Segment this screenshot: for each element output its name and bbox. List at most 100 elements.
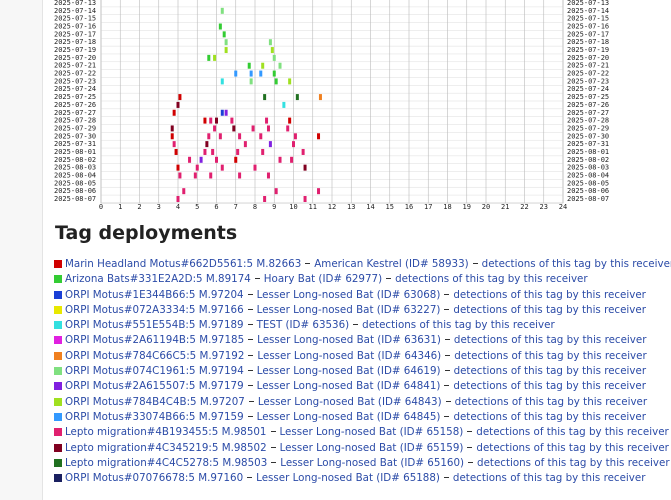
- receiver-link[interactable]: Lesser Long-nosed Bat (ID# 63068): [256, 288, 441, 301]
- tag-link[interactable]: Marin Headland Motus#662D5561:5 M.82663: [65, 258, 302, 270]
- tag-link[interactable]: Lepto migration#4B193455:5 M.98501: [65, 426, 267, 439]
- detection: [224, 109, 228, 116]
- date-label: 2025-07-16: [567, 23, 609, 31]
- detection: [317, 133, 321, 140]
- receiver-link[interactable]: Lesser Long-nosed Bat (ID# 63227): [256, 303, 441, 316]
- tag-link[interactable]: ORPI Motus#07076678:5 M.97160: [65, 472, 244, 485]
- x-tick-label: 14: [366, 203, 374, 211]
- tag-link[interactable]: ORPI Motus#072A3334:5 M.97166: [65, 303, 244, 316]
- detection: [238, 133, 242, 140]
- separator: [467, 446, 473, 448]
- tag-link[interactable]: Arizona Bats#331E2A2D:5 M.89174: [65, 273, 251, 286]
- tag-link[interactable]: ORPI Motus#2A615507:5 M.97179: [65, 380, 244, 393]
- detection: [249, 70, 253, 77]
- detections-link[interactable]: detections of this tag by this receiver: [477, 456, 670, 469]
- receiver-link[interactable]: Hoary Bat (ID# 62977): [263, 273, 383, 286]
- tag-link[interactable]: ORPI Motus#551E554B:5 M.97189: [65, 319, 244, 332]
- detections-link[interactable]: detections of this tag by this receiver: [476, 441, 669, 454]
- tag-link[interactable]: Lepto migration#4C345219:5 M.98502: [65, 441, 267, 454]
- date-label: 2025-07-28: [567, 117, 609, 125]
- separator: [444, 339, 450, 341]
- detections-link[interactable]: detections of this tag by this receiver: [476, 426, 669, 439]
- date-label: 2025-07-15: [567, 15, 609, 23]
- separator: [443, 477, 449, 479]
- receiver-link[interactable]: Lesser Long-nosed Bat (ID# 64841): [256, 380, 441, 393]
- x-tick-label: 12: [328, 203, 336, 211]
- detections-link[interactable]: detections of this tag by this receiver: [453, 365, 647, 378]
- tag-link[interactable]: ORPI Motus#33074B66:5 M.97159: [65, 410, 244, 423]
- receiver-link[interactable]: Lesser Long-nosed Bat (ID# 64346): [257, 349, 442, 362]
- detection: [218, 133, 222, 140]
- detection: [213, 54, 217, 61]
- detection: [261, 148, 265, 155]
- receiver-link[interactable]: Lesser Long-nosed Bat (ID# 65159): [279, 441, 464, 454]
- date-label: 2025-07-20: [567, 54, 609, 62]
- separator: [271, 461, 277, 463]
- receiver-link[interactable]: Lesser Long-nosed Bat (ID# 63631): [257, 334, 441, 347]
- x-tick-label: 17: [424, 203, 432, 211]
- detections-link[interactable]: detections of this tag by this receiver: [454, 395, 648, 408]
- detection: [178, 94, 182, 101]
- date-label: 2025-07-27: [567, 109, 609, 117]
- date-label: 2025-07-28: [54, 117, 96, 125]
- detections-link[interactable]: detections of this tag by this receiver: [452, 472, 646, 485]
- detection: [236, 148, 240, 155]
- detections-link[interactable]: detections of this tag by this receiver: [453, 334, 647, 347]
- detections-link[interactable]: detections of this tag by this receiver: [453, 303, 646, 316]
- date-label: 2025-07-21: [54, 62, 96, 70]
- date-label: 2025-07-13: [567, 0, 609, 7]
- tag-link[interactable]: ORPI Motus#784C66C5:5 M.97192: [65, 349, 245, 362]
- receiver-link[interactable]: Lesser Long-nosed Bat (ID# 64845): [256, 410, 441, 423]
- detections-link[interactable]: detections of this tag by this receiver: [453, 288, 646, 301]
- detections-link[interactable]: detections of this tag by this receiver: [362, 319, 555, 332]
- receiver-link[interactable]: Lesser Long-nosed Bat (ID# 65160): [280, 456, 465, 469]
- date-label: 2025-08-02: [567, 156, 609, 164]
- date-label: 2025-07-16: [54, 23, 96, 31]
- receiver-link[interactable]: Lesser Long-nosed Bat (ID# 65158): [279, 426, 464, 439]
- color-swatch: [54, 443, 62, 452]
- detection: [266, 125, 270, 132]
- receiver-link[interactable]: Lesser Long-nosed Bat (ID# 65188): [256, 472, 440, 485]
- detections-link[interactable]: detections of this tag by this receiver: [453, 410, 646, 423]
- detection: [268, 39, 272, 46]
- tag-link[interactable]: Lepto migration#4C4C5278:5 M.98503: [65, 456, 268, 469]
- detections-link[interactable]: detections of this tag by this receiver: [395, 273, 588, 286]
- receiver-link[interactable]: American Kestrel (ID# 58933): [314, 258, 469, 270]
- date-label: 2025-08-02: [54, 156, 96, 164]
- date-label: 2025-08-01: [567, 148, 609, 156]
- date-label: 2025-07-31: [54, 140, 96, 148]
- color-swatch: [54, 351, 62, 360]
- receiver-link[interactable]: TEST (ID# 63536): [256, 319, 350, 332]
- detection: [253, 164, 257, 171]
- detection: [243, 141, 247, 148]
- separator: [305, 263, 311, 264]
- date-label: 2025-08-07: [567, 195, 609, 203]
- date-label: 2025-07-20: [54, 54, 96, 62]
- detection: [247, 62, 251, 69]
- detections-link[interactable]: detections of this tag by this receiver: [453, 380, 646, 393]
- tag-link[interactable]: ORPI Motus#1E344B66:5 M.97204: [65, 288, 244, 301]
- tag-link[interactable]: ORPI Motus#2A61194B:5 M.97185: [65, 334, 245, 347]
- deployment-list: Marin Headland Motus#662D5561:5 M.82663 A…: [54, 257, 671, 486]
- tag-link[interactable]: ORPI Motus#074C1961:5 M.97194: [65, 365, 244, 378]
- tag-link[interactable]: ORPI Motus#784B4C4B:5 M.97207: [65, 395, 245, 408]
- date-label: 2025-07-22: [567, 70, 609, 78]
- detection: [188, 156, 192, 163]
- x-tick-label: 10: [289, 203, 297, 211]
- receiver-link[interactable]: Lesser Long-nosed Bat (ID# 64619): [256, 365, 441, 378]
- detection: [282, 101, 286, 108]
- x-tick-label: 7: [234, 203, 238, 211]
- detection: [251, 125, 255, 132]
- receiver-link[interactable]: Lesser Long-nosed Bat (ID# 64843): [257, 395, 442, 408]
- detection: [295, 94, 299, 101]
- detections-link[interactable]: detections of this tag by this receiver: [481, 258, 671, 270]
- color-swatch: [54, 321, 62, 330]
- detection: [266, 172, 270, 179]
- detection: [317, 188, 321, 195]
- separator: [248, 339, 254, 341]
- detections-link[interactable]: detections of this tag by this receiver: [454, 349, 647, 362]
- date-label: 2025-07-27: [54, 109, 96, 117]
- separator: [445, 400, 451, 402]
- detection: [303, 196, 307, 202]
- x-tick-label: 21: [501, 203, 509, 211]
